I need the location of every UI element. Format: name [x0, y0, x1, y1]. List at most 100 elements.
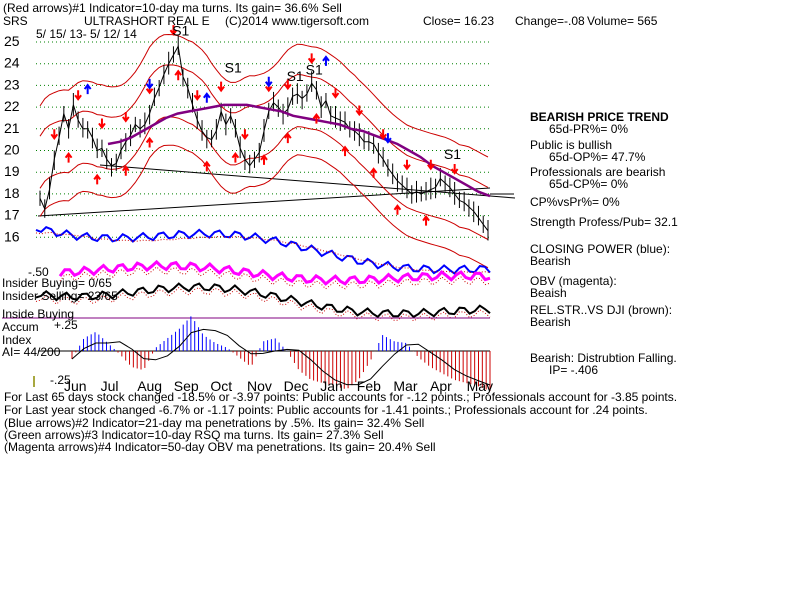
month-label: Oct	[210, 378, 232, 394]
closing-power-ma-line	[35, 231, 491, 274]
accumulation-ma-line	[71, 328, 491, 386]
rel-str-label: REL.STR..VS DJI (brown):	[530, 303, 672, 317]
sell-arrow-icon	[98, 118, 106, 130]
footer-65-day: For Last 65 days stock changed -18.5% or…	[4, 390, 677, 404]
accum-minus-label: -.25	[50, 373, 71, 387]
sell-signal-label: S1	[172, 22, 189, 38]
change-label: Change=-.08	[515, 14, 585, 28]
sell-signal-label: S1	[225, 59, 242, 75]
price-bars	[39, 35, 489, 241]
sell-arrow-icon	[403, 159, 411, 171]
buy-arrow-icon	[145, 136, 154, 148]
price-tick-label: 25	[4, 33, 20, 49]
buy-arrow-icon	[64, 152, 73, 163]
resistance-trendline	[99, 164, 516, 199]
buy-arrow-icon	[422, 214, 430, 226]
rel-str-state: Bearish	[530, 315, 571, 329]
month-label: Jun	[64, 378, 87, 394]
buy-arrow-icon	[312, 112, 321, 124]
month-label: May	[467, 378, 493, 394]
sell-arrow-icon	[74, 90, 82, 101]
insider-buying-label: Insider Buying= 0/65	[2, 276, 112, 290]
sell-signal-label: S1	[444, 146, 461, 162]
footer-last-year: For Last year stock changed -6.7% or -1.…	[4, 403, 648, 417]
price-tick-label: 20	[4, 142, 20, 158]
insider-selling-label: Insider Selling= 23/65	[2, 289, 118, 303]
month-label: Apr	[430, 378, 452, 394]
buy-arrow-icon	[322, 55, 330, 66]
closing-power-line	[35, 226, 491, 275]
closing-power-state: Bearish	[530, 254, 571, 268]
strength-value: Strength Profess/Pub= 32.1	[530, 215, 678, 229]
sell-arrow-icon	[241, 129, 249, 140]
sell-arrow-icon	[427, 159, 435, 171]
sell-arrow-icon	[145, 78, 154, 90]
month-label: Aug	[137, 378, 162, 394]
cp-value: 65d-CP%= 0%	[549, 177, 628, 191]
buy-arrow-icon	[393, 204, 402, 215]
close-label: Close= 16.23	[423, 14, 494, 28]
buy-arrow-icon	[369, 167, 378, 178]
support-trendline	[37, 187, 491, 217]
accumulation-bars	[71, 316, 491, 391]
upper-band-line	[39, 33, 489, 158]
month-label: Sep	[174, 378, 199, 394]
buy-arrow-icon	[83, 83, 92, 95]
price-axis-ticks: 25 24 23 22 21 20 19 18 17 16	[4, 33, 20, 244]
cpvspr-value: CP%vsPr%= 0%	[530, 195, 620, 209]
buy-arrow-icon	[121, 165, 130, 176]
buy-arrow-icon	[93, 173, 101, 185]
sell-arrow-icon	[307, 53, 316, 65]
date-range: 5/ 15/ 13- 5/ 12/ 14	[36, 27, 137, 41]
lower-band-line	[39, 144, 489, 269]
moving-average-line	[107, 103, 491, 198]
op-value: 65d-OP%= 47.7%	[549, 150, 646, 164]
buy-arrow-icon	[341, 145, 349, 157]
copyright-label: (C)2014 www.tigersoft.com	[225, 14, 369, 28]
price-tick-label: 16	[4, 228, 20, 244]
accum-minus50-label: -.50	[28, 265, 49, 279]
buy-arrow-icon	[284, 132, 292, 144]
price-tick-label: 18	[4, 185, 20, 201]
trend-title: BEARISH PRICE TREND	[530, 110, 669, 124]
sell-arrow-icon	[379, 129, 387, 140]
public-label: Public is bullish	[530, 138, 612, 152]
month-label: Dec	[284, 378, 309, 394]
accum-plus-label: +.25	[54, 318, 78, 332]
month-label: Jul	[101, 378, 119, 394]
price-tick-label: 23	[4, 76, 20, 92]
buy-arrow-icon	[203, 160, 211, 172]
buy-arrow-icon	[174, 69, 183, 81]
price-line	[39, 44, 489, 232]
index-label: Index	[2, 333, 31, 347]
ip-value: IP= -.406	[549, 363, 598, 377]
price-tick-label: 21	[4, 120, 20, 136]
ai-label: AI= 44/200	[2, 345, 61, 359]
ticker-label: SRS	[3, 14, 28, 28]
signal-arrows	[50, 25, 459, 226]
price-tick-label: 24	[4, 55, 20, 71]
price-grid	[36, 41, 490, 238]
month-label: Jan	[320, 378, 343, 394]
stock-name: ULTRASHORT REAL E	[84, 14, 210, 28]
sell-arrow-icon	[384, 133, 392, 144]
accum-label: Accum	[2, 320, 39, 334]
obv-state: Beaish	[530, 286, 567, 300]
obv-line	[58, 259, 491, 286]
sell-arrow-icon	[355, 105, 364, 117]
indicator-4-label: (Magenta arrows)#4 Indicator=50-day OBV …	[4, 440, 436, 454]
pr-value: 65d-PR%= 0%	[549, 122, 628, 136]
distribution-label: Bearish: Distrubtion Falling.	[530, 351, 677, 365]
price-tick-label: 17	[4, 207, 20, 223]
sell-arrow-icon	[217, 81, 225, 93]
sell-arrow-icon	[193, 90, 202, 101]
indicator-2-label: (Blue arrows)#2 Indicator=21-day ma pene…	[4, 416, 424, 430]
sell-arrow-icon	[50, 129, 59, 140]
sell-signal-label: S1	[306, 62, 323, 78]
sell-arrow-icon	[264, 76, 273, 88]
sell-arrow-icon	[284, 79, 292, 91]
indicator-3-label: (Green arrows)#3 Indicator=10-day RSQ ma…	[4, 428, 384, 442]
obv-label: OBV (magenta):	[530, 274, 617, 288]
